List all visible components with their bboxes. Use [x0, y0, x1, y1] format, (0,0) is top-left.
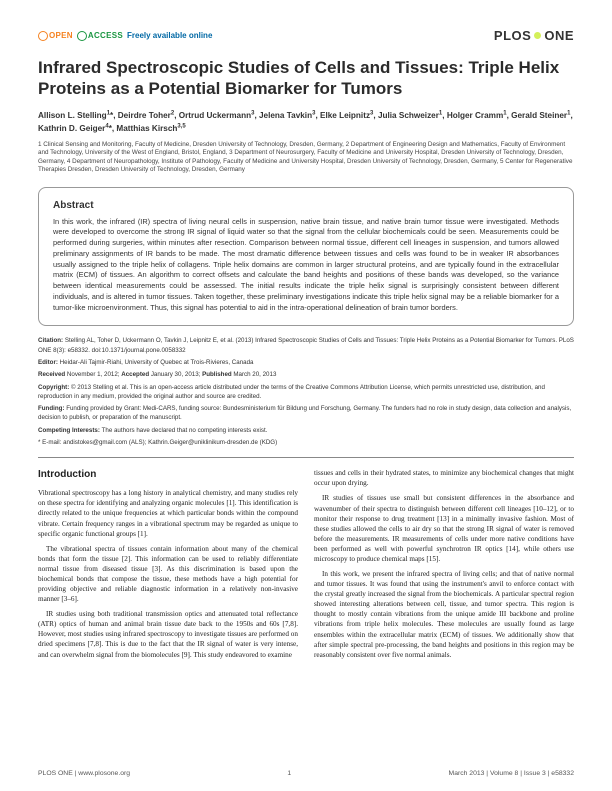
access-badge: ACCESS	[77, 31, 123, 41]
top-bar: OPEN ACCESS Freely available online PLOS…	[38, 28, 574, 43]
paper-title: Infrared Spectroscopic Studies of Cells …	[38, 57, 574, 100]
competing-text: The authors have declared that no compet…	[102, 427, 268, 434]
right-column: tissues and cells in their hydrated stat…	[314, 468, 574, 664]
authors-list: Allison L. Stelling1*, Deirdre Toher2, O…	[38, 110, 574, 135]
intro-p2: The vibrational spectra of tissues conta…	[38, 544, 298, 604]
abstract-box: Abstract In this work, the infrared (IR)…	[38, 187, 574, 327]
body-columns: Introduction Vibrational spectroscopy ha…	[38, 468, 574, 664]
oa-tagline: Freely available online	[127, 31, 212, 40]
received-text: November 1, 2012;	[67, 371, 121, 378]
plos-word: PLOS	[494, 28, 531, 43]
accepted-text: January 30, 2013;	[151, 371, 202, 378]
open-badge: OPEN	[38, 31, 73, 41]
lock-open-icon	[38, 31, 48, 41]
intro-p6: In this work, we present the infrared sp…	[314, 569, 574, 660]
lock-access-icon	[77, 31, 87, 41]
footer-right: March 2013 | Volume 8 | Issue 3 | e58332	[449, 770, 574, 777]
competing: Competing Interests: The authors have de…	[38, 426, 574, 435]
journal-logo: PLOS ONE	[494, 28, 574, 43]
abstract-heading: Abstract	[53, 200, 559, 211]
section-divider	[38, 457, 574, 458]
funding: Funding: Funding provided by Grant: Medi…	[38, 404, 574, 423]
citation-text: Stelling AL, Toher D, Uckermann O, Tavki…	[38, 337, 574, 353]
corresponding-email: * E-mail: andistokes@gmail.com (ALS); Ka…	[38, 438, 574, 447]
plos-dot-icon	[534, 32, 541, 39]
intro-p3: IR studies using both traditional transm…	[38, 609, 298, 659]
footer-page: 1	[287, 770, 291, 777]
intro-p1: Vibrational spectroscopy has a long hist…	[38, 488, 298, 538]
editor: Editor: Heidar-Ali Tajmir-Riahi, Univers…	[38, 358, 574, 367]
meta-block: Citation: Stelling AL, Toher D, Uckerman…	[38, 336, 574, 447]
intro-heading: Introduction	[38, 468, 298, 482]
citation: Citation: Stelling AL, Toher D, Uckerman…	[38, 336, 574, 355]
left-column: Introduction Vibrational spectroscopy ha…	[38, 468, 298, 664]
footer-left: PLOS ONE | www.plosone.org	[38, 770, 130, 777]
dates: Received November 1, 2012; Accepted Janu…	[38, 370, 574, 379]
copyright: Copyright: © 2013 Stelling et al. This i…	[38, 383, 574, 402]
intro-p5: IR studies of tissues use small but cons…	[314, 493, 574, 564]
published-text: March 20, 2013	[233, 371, 276, 378]
one-word: ONE	[544, 28, 574, 43]
abstract-text: In this work, the infrared (IR) spectra …	[53, 217, 559, 314]
page-footer: PLOS ONE | www.plosone.org 1 March 2013 …	[38, 770, 574, 777]
affiliations: 1 Clinical Sensing and Monitoring, Facul…	[38, 141, 574, 175]
copyright-text: © 2013 Stelling et al. This is an open-a…	[38, 384, 545, 400]
open-access-badge: OPEN ACCESS Freely available online	[38, 31, 212, 41]
open-label: OPEN	[49, 31, 73, 40]
access-label: ACCESS	[88, 31, 123, 40]
funding-text: Funding provided by Grant: Medi-CARS, fu…	[38, 405, 571, 421]
intro-p4: tissues and cells in their hydrated stat…	[314, 468, 574, 488]
editor-text: Heidar-Ali Tajmir-Riahi, University of Q…	[60, 359, 254, 366]
